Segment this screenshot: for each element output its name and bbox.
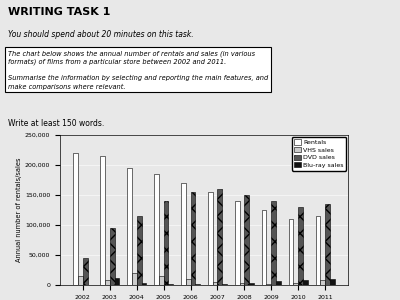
Text: WRITING TASK 1: WRITING TASK 1 (8, 7, 110, 17)
Bar (168, 284, 173, 285)
Bar (320, 280, 325, 285)
Legend: Rentals, VHS sales, DVD sales, Blu-ray sales: Rentals, VHS sales, DVD sales, Blu-ray s… (292, 137, 346, 170)
Bar (159, 276, 164, 285)
Y-axis label: Annual number of rentals/sales: Annual number of rentals/sales (16, 158, 22, 262)
Bar (218, 189, 222, 285)
Bar (294, 283, 298, 285)
Bar (288, 219, 294, 285)
Bar (316, 216, 320, 285)
Bar (100, 156, 105, 285)
Bar (78, 276, 83, 285)
Bar (303, 280, 308, 285)
Bar (110, 228, 114, 285)
Text: You should spend about 20 minutes on this task.: You should spend about 20 minutes on thi… (8, 30, 194, 39)
Bar (142, 283, 146, 285)
Bar (154, 174, 159, 285)
Bar (276, 281, 281, 285)
Bar (249, 283, 254, 285)
Bar (73, 153, 78, 285)
Bar (190, 192, 195, 285)
Bar (222, 284, 227, 285)
Bar (105, 280, 110, 285)
Bar (213, 282, 218, 285)
Bar (195, 284, 200, 285)
Text: Write at least 150 words.: Write at least 150 words. (8, 119, 104, 128)
Text: The chart below shows the annual number of rentals and sales (in various
formats: The chart below shows the annual number … (8, 50, 268, 89)
Bar (83, 258, 88, 285)
Bar (271, 201, 276, 285)
Bar (330, 279, 335, 285)
Bar (262, 210, 266, 285)
Bar (325, 204, 330, 285)
Bar (244, 195, 249, 285)
Bar (114, 278, 120, 285)
Bar (181, 183, 186, 285)
Bar (235, 201, 240, 285)
Bar (266, 284, 271, 285)
Bar (208, 192, 213, 285)
Bar (164, 201, 168, 285)
Bar (298, 207, 303, 285)
Bar (186, 279, 190, 285)
Bar (137, 216, 142, 285)
Bar (240, 283, 244, 285)
Bar (127, 168, 132, 285)
Bar (132, 273, 137, 285)
